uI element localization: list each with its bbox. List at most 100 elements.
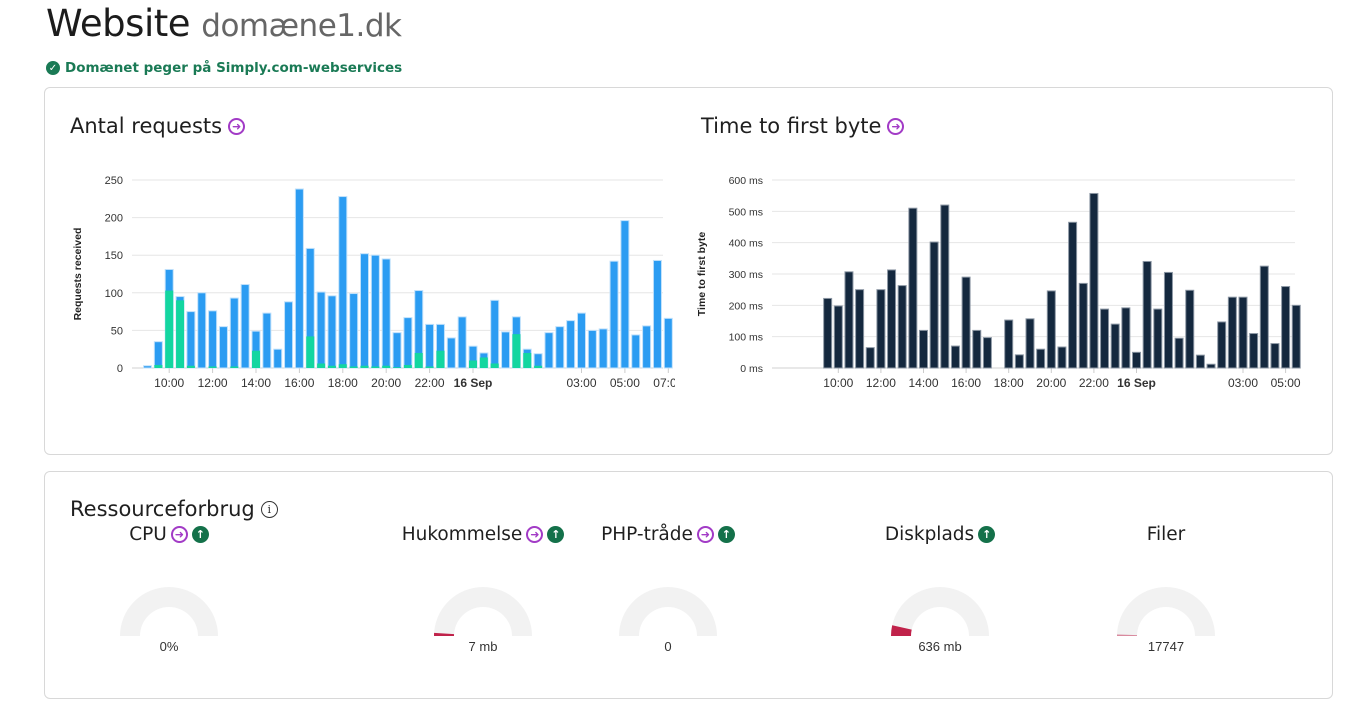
bar-ttfb-13:00[interactable] bbox=[897, 285, 907, 369]
upgrade-arrow-icon[interactable]: ↑ bbox=[978, 525, 996, 543]
bar-total-09:30[interactable] bbox=[153, 341, 163, 369]
bar-subset-03:00[interactable] bbox=[534, 365, 543, 368]
bar-total-04:30[interactable] bbox=[566, 320, 576, 369]
bar-subset-10:00[interactable] bbox=[165, 290, 174, 368]
bar-ttfb-14:30[interactable] bbox=[929, 241, 939, 369]
bar-total-06:30[interactable] bbox=[609, 260, 619, 369]
bar-subset-17:30[interactable] bbox=[327, 365, 336, 368]
bar-ttfb-20:00[interactable] bbox=[1046, 290, 1056, 369]
bar-total-04:00[interactable] bbox=[555, 326, 565, 369]
bar-ttfb-12:00[interactable] bbox=[876, 289, 886, 369]
bar-subset-09:30[interactable] bbox=[154, 364, 163, 368]
bar-ttfb-18:30[interactable] bbox=[1014, 354, 1024, 369]
bar-subset-10:30[interactable] bbox=[176, 300, 185, 368]
bar-subset-19:30[interactable] bbox=[371, 366, 380, 368]
bar-total-19:30[interactable] bbox=[370, 254, 380, 369]
bar-ttfb-13:30[interactable] bbox=[908, 207, 918, 369]
bar-ttfb-16:00[interactable] bbox=[961, 276, 971, 369]
bar-total-20:30[interactable] bbox=[392, 332, 402, 369]
bar-ttfb-23:00[interactable] bbox=[1110, 323, 1120, 369]
arrow-right-circle-icon[interactable]: ➜ bbox=[228, 117, 246, 135]
bar-total-23:30[interactable] bbox=[457, 316, 467, 369]
bar-subset-22:00[interactable] bbox=[425, 366, 434, 368]
bar-total-14:30[interactable] bbox=[262, 312, 272, 369]
bar-total-15:30[interactable] bbox=[284, 301, 294, 369]
bar-subset-13:00[interactable] bbox=[230, 366, 239, 368]
bar-total-09:00[interactable] bbox=[663, 317, 673, 369]
bar-total-12:30[interactable] bbox=[218, 326, 228, 369]
bar-ttfb-15:00[interactable] bbox=[940, 204, 950, 369]
bar-ttfb-22:00[interactable] bbox=[1089, 192, 1099, 369]
bar-ttfb-05:30[interactable] bbox=[1249, 333, 1259, 369]
upgrade-arrow-icon[interactable]: ↑ bbox=[717, 525, 735, 543]
bar-ttfb-01:00[interactable] bbox=[1153, 308, 1163, 369]
bar-total-12:00[interactable] bbox=[208, 310, 218, 369]
bar-ttfb-06:30[interactable] bbox=[1270, 343, 1280, 369]
bar-total-08:00[interactable] bbox=[642, 325, 652, 369]
bar-ttfb-21:30[interactable] bbox=[1078, 282, 1088, 369]
bar-total-22:00[interactable] bbox=[425, 323, 435, 369]
bar-subset-02:00[interactable] bbox=[512, 334, 521, 368]
bar-total-03:30[interactable] bbox=[544, 332, 554, 369]
bar-ttfb-02:30[interactable] bbox=[1185, 289, 1195, 369]
bar-ttfb-10:30[interactable] bbox=[844, 271, 854, 369]
bar-ttfb-15:30[interactable] bbox=[950, 345, 960, 369]
bar-total-17:30[interactable] bbox=[327, 295, 337, 369]
bar-subset-00:00[interactable] bbox=[469, 360, 477, 368]
bar-total-15:00[interactable] bbox=[273, 348, 283, 369]
bar-ttfb-04:30[interactable] bbox=[1227, 296, 1237, 369]
bar-ttfb-22:30[interactable] bbox=[1100, 308, 1110, 369]
bar-ttfb-17:00[interactable] bbox=[982, 337, 992, 369]
bar-total-18:30[interactable] bbox=[349, 293, 359, 369]
bar-subset-22:30[interactable] bbox=[436, 350, 445, 368]
bar-total-09:00[interactable] bbox=[143, 365, 152, 369]
bar-ttfb-03:30[interactable] bbox=[1206, 363, 1216, 369]
bar-total-16:00[interactable] bbox=[294, 188, 304, 369]
bar-ttfb-07:30[interactable] bbox=[1291, 304, 1301, 369]
bar-ttfb-06:00[interactable] bbox=[1259, 265, 1269, 369]
bar-total-05:00[interactable] bbox=[577, 312, 586, 369]
bar-subset-00:30[interactable] bbox=[479, 357, 488, 368]
bar-ttfb-01:30[interactable] bbox=[1163, 271, 1173, 369]
bar-total-23:00[interactable] bbox=[446, 337, 456, 369]
bar-total-17:00[interactable] bbox=[316, 291, 326, 369]
arrow-right-circle-icon[interactable]: ➜ bbox=[170, 525, 188, 543]
bar-subset-01:00[interactable] bbox=[490, 363, 499, 368]
bar-ttfb-23:30[interactable] bbox=[1121, 307, 1131, 369]
bar-subset-18:30[interactable] bbox=[349, 366, 358, 368]
bar-ttfb-19:30[interactable] bbox=[1036, 348, 1046, 369]
arrow-right-circle-icon[interactable]: ➜ bbox=[526, 525, 544, 543]
bar-ttfb-16:30[interactable] bbox=[972, 329, 982, 369]
info-icon[interactable]: i bbox=[260, 500, 278, 518]
bar-subset-16:30[interactable] bbox=[306, 336, 315, 368]
bar-ttfb-10:00[interactable] bbox=[833, 305, 843, 369]
bar-ttfb-05:00[interactable] bbox=[1238, 296, 1248, 369]
bar-ttfb-20:30[interactable] bbox=[1057, 346, 1067, 369]
bar-total-07:30[interactable] bbox=[631, 334, 641, 369]
bar-total-19:00[interactable] bbox=[360, 253, 369, 369]
bar-ttfb-11:00[interactable] bbox=[855, 289, 865, 369]
bar-total-13:30[interactable] bbox=[240, 284, 250, 369]
bar-ttfb-18:00[interactable] bbox=[1004, 319, 1014, 369]
bar-total-11:00[interactable] bbox=[186, 311, 196, 369]
bar-subset-11:00[interactable] bbox=[186, 365, 195, 368]
bar-total-07:00[interactable] bbox=[620, 220, 630, 369]
bar-subset-14:00[interactable] bbox=[252, 350, 260, 368]
bar-total-05:30[interactable] bbox=[587, 329, 597, 369]
bar-ttfb-07:00[interactable] bbox=[1281, 286, 1291, 369]
bar-total-18:00[interactable] bbox=[338, 196, 348, 369]
arrow-right-circle-icon[interactable]: ➜ bbox=[887, 117, 905, 135]
bar-subset-18:00[interactable] bbox=[338, 364, 347, 368]
bar-subset-21:30[interactable] bbox=[414, 352, 423, 368]
bar-total-20:00[interactable] bbox=[381, 258, 391, 369]
bar-ttfb-04:00[interactable] bbox=[1217, 321, 1227, 369]
bar-ttfb-00:30[interactable] bbox=[1142, 260, 1152, 369]
bar-ttfb-09:30[interactable] bbox=[823, 297, 833, 369]
bar-ttfb-11:30[interactable] bbox=[865, 347, 875, 369]
bar-ttfb-03:00[interactable] bbox=[1195, 354, 1205, 369]
bar-subset-17:00[interactable] bbox=[317, 363, 326, 368]
upgrade-arrow-icon[interactable]: ↑ bbox=[191, 525, 209, 543]
bar-subset-19:00[interactable] bbox=[360, 365, 369, 368]
arrow-right-circle-icon[interactable]: ➜ bbox=[696, 525, 714, 543]
bar-subset-21:00[interactable] bbox=[403, 364, 412, 368]
